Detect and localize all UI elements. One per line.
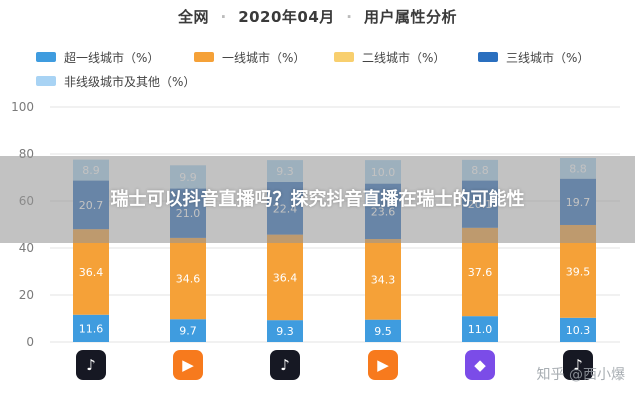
title-period: 2020年04月 [238, 8, 335, 26]
data-label-1-3: 34.3 [371, 273, 396, 286]
legend-label-second: 二线城市（%） [362, 50, 446, 65]
bar-segment-0-1 [170, 319, 206, 342]
bar-segment-1-1 [170, 237, 206, 320]
data-label-0-2: 9.3 [276, 325, 294, 338]
data-label-1-5: 39.5 [566, 265, 591, 278]
legend-swatch-non-first [36, 76, 56, 86]
legend-swatch-super-first [36, 52, 56, 62]
title-sep-1: · [214, 8, 233, 26]
douyin-variant-icon: ♪ [270, 350, 300, 380]
legend-label-first: 一线城市（%） [222, 50, 306, 65]
data-label-0-0: 11.6 [79, 322, 104, 335]
title-subject: 用户属性分析 [363, 8, 457, 26]
data-label-1-4: 37.6 [468, 266, 493, 279]
legend-swatch-third [478, 52, 498, 62]
legend-item-second: 二线城市（%） [334, 49, 445, 65]
bar-segment-0-3 [365, 319, 401, 342]
title-scope: 全网 [178, 8, 210, 26]
legend-item-non-first: 非线级城市及其他（%） [36, 73, 195, 89]
y-tick-label-20: 20 [19, 288, 34, 302]
legend-swatch-second [334, 52, 354, 62]
legend-label-non-first: 非线级城市及其他（%） [64, 74, 196, 89]
data-label-0-1: 9.7 [179, 325, 197, 338]
data-label-0-5: 10.3 [566, 324, 591, 337]
bar-segment-0-4 [462, 316, 498, 342]
legend-item-first: 一线城市（%） [194, 49, 305, 65]
y-tick-label-40: 40 [19, 241, 34, 255]
bar-segment-1-0 [73, 229, 109, 315]
legend-swatch-first [194, 52, 214, 62]
article-title: 瑞士可以抖音直播吗？探究抖音直播在瑞士的可能性 [110, 189, 525, 210]
douyin-icon: ♪ [76, 350, 106, 380]
article-title-overlay: 瑞士可以抖音直播吗？探究抖音直播在瑞士的可能性 [0, 156, 635, 243]
data-label-0-4: 11.0 [468, 323, 493, 336]
bar-segment-0-0 [73, 314, 109, 342]
data-label-1-1: 34.6 [176, 273, 201, 286]
data-label-1-2: 36.4 [273, 271, 298, 284]
kuaishou-icon: ▶ [173, 350, 203, 380]
zhihu-watermark: 知乎 @西小爆 [536, 367, 625, 383]
data-label-1-0: 36.4 [79, 266, 104, 279]
y-tick-label-100: 100 [11, 100, 34, 114]
title-sep-2: · [340, 8, 359, 26]
legend-label-third: 三线城市（%） [506, 50, 590, 65]
y-tick-label-0: 0 [26, 335, 34, 349]
legend-label-super-first: 超一线城市（%） [64, 50, 160, 65]
bar-segment-0-5 [560, 317, 596, 342]
purple-video-app-icon: ◆ [465, 350, 495, 380]
douyin-lite-icon: ♪ [563, 350, 593, 380]
chart-title: 全网 · 2020年04月 · 用户属性分析 [0, 6, 635, 27]
bar-segment-1-2 [267, 234, 303, 321]
legend-item-third: 三线城市（%） [478, 49, 589, 65]
data-label-0-3: 9.5 [374, 325, 392, 338]
bar-segment-0-2 [267, 320, 303, 342]
kuaishou-variant-icon: ▶ [368, 350, 398, 380]
bar-segment-1-3 [365, 239, 401, 320]
legend-item-super-first: 超一线城市（%） [36, 49, 159, 65]
